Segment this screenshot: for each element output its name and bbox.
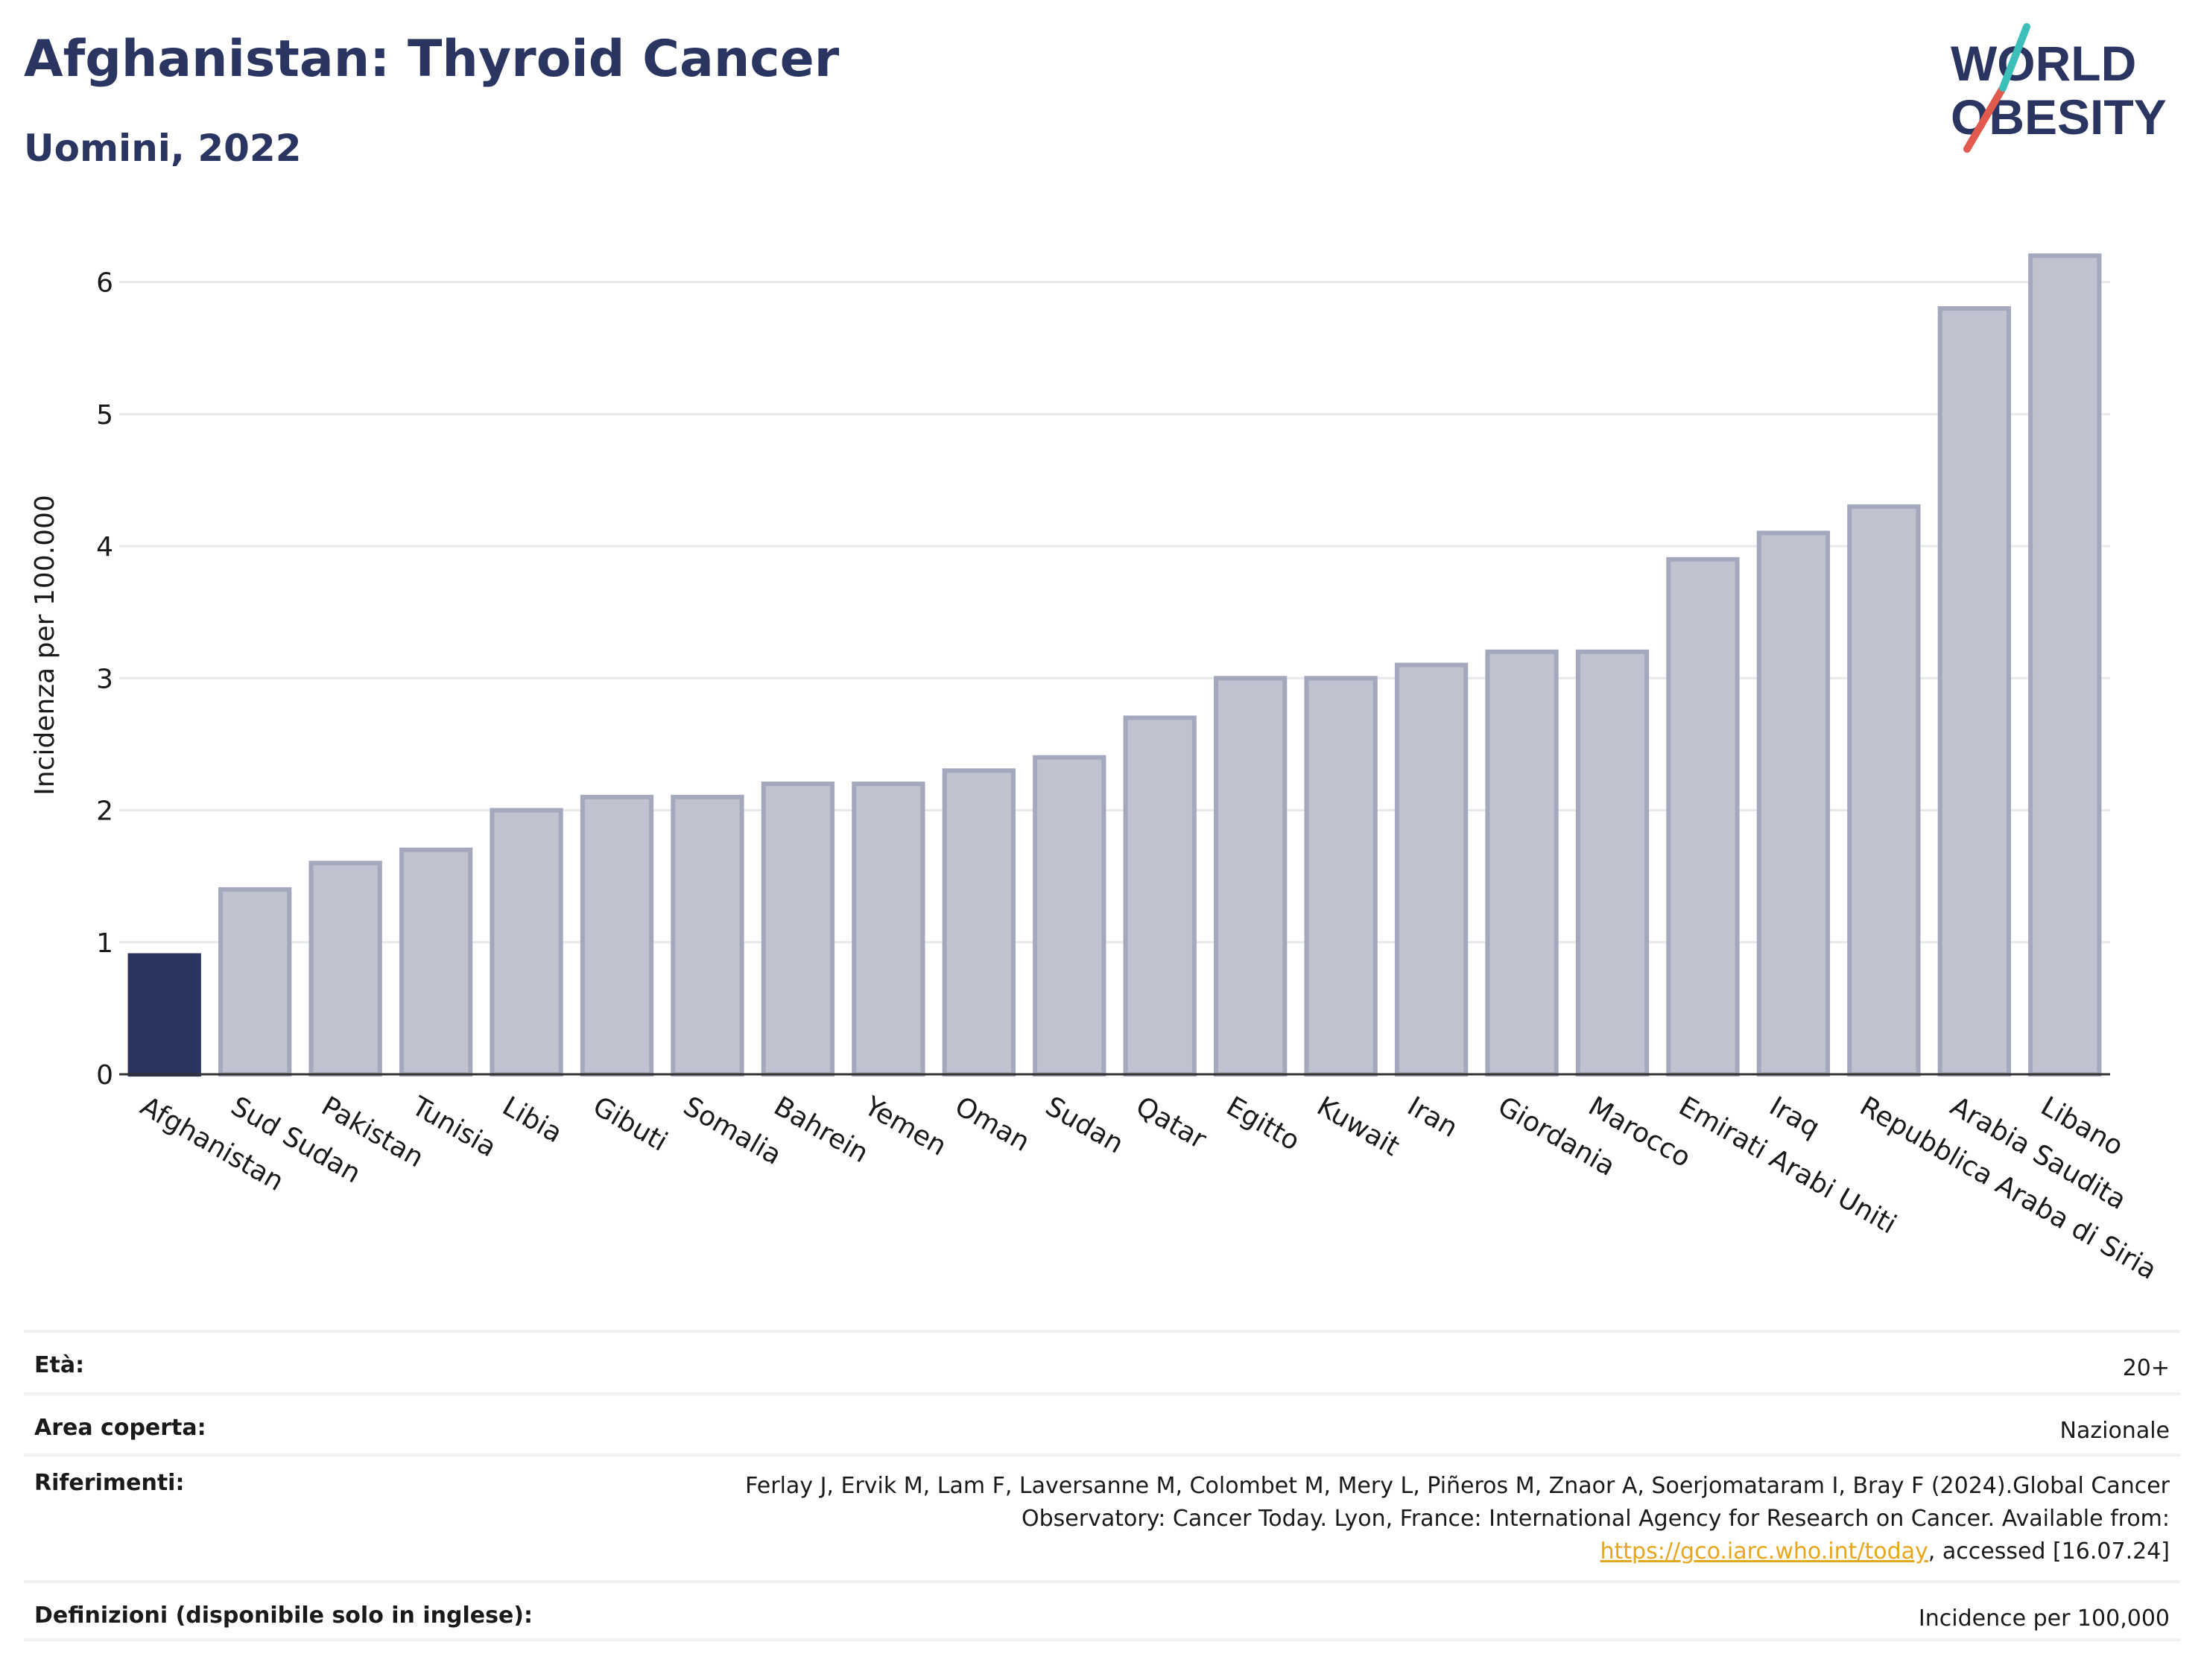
references-text-end: , accessed [16.07.24] (1928, 1538, 2170, 1565)
y-tick-label: 0 (96, 1060, 113, 1091)
bar-yemen (852, 782, 925, 1077)
x-tick-label: Yemen (858, 1091, 951, 1162)
y-tick-label: 4 (96, 532, 113, 562)
bar-bahrein (761, 782, 835, 1077)
bar-repubblica-araba-di-siria (1847, 504, 1921, 1077)
x-tick-label: Libia (497, 1091, 567, 1149)
x-tick-label: Kuwait (1311, 1091, 1405, 1162)
bar-qatar (1123, 715, 1197, 1077)
logo-line1: WORLD (1951, 36, 2136, 91)
age-label: Età: (34, 1352, 85, 1378)
y-tick-labels: 0 1 2 3 4 5 6 (96, 268, 113, 1091)
y-tick-label: 6 (96, 268, 113, 299)
bar-egitto (1214, 676, 1288, 1077)
logo-slash-red (1963, 84, 2007, 153)
x-tick-label: Iran (1402, 1091, 1463, 1144)
bar-arabia-saudita (1937, 306, 2011, 1077)
area-value: Nazionale (2059, 1418, 2170, 1444)
y-tick-label: 1 (96, 928, 113, 959)
bar-gibuti (580, 794, 654, 1077)
bar-giordania (1485, 649, 1559, 1077)
x-tick-label: Qatar (1130, 1091, 1211, 1155)
y-axis-label: Incidenza per 100.000 (30, 495, 60, 796)
metadata-table: Età: 20+ Area coperta: Nazionale Riferim… (24, 1330, 2180, 1641)
meta-row-age: Età: 20+ (24, 1330, 2180, 1392)
bar-sudan (1033, 755, 1106, 1077)
logo-slash-teal (1999, 23, 2030, 92)
x-tick-label: Gibuti (588, 1091, 673, 1157)
x-tick-label: Bahrein (769, 1091, 873, 1169)
bar-tunisia (399, 847, 473, 1077)
bar-pakistan (308, 860, 382, 1077)
references-text: Ferlay J, Ervik M, Lam F, Laversanne M, … (745, 1473, 2170, 1532)
meta-row-definitions: Definizioni (disponibile solo in inglese… (24, 1580, 2180, 1641)
bar-sud-sudan (218, 887, 292, 1077)
meta-row-area: Area coperta: Nazionale (24, 1392, 2180, 1454)
y-tick-label: 2 (96, 796, 113, 827)
bar-libia (490, 808, 563, 1077)
references-label: Riferimenti: (34, 1470, 185, 1496)
bar-afghanistan (127, 953, 201, 1077)
bar-somalia (671, 794, 744, 1077)
x-tick-label: Egitto (1221, 1091, 1305, 1156)
definitions-label: Definizioni (disponibile solo in inglese… (34, 1603, 533, 1629)
bar-kuwait (1304, 676, 1378, 1077)
age-value: 20+ (2122, 1355, 2170, 1381)
x-tick-label: Sudan (1040, 1091, 1129, 1159)
definitions-value: Incidence per 100,000 (1918, 1605, 2170, 1632)
bar-emirati-arabi-uniti (1666, 557, 1740, 1077)
bar-libano (2028, 253, 2102, 1077)
area-label: Area coperta: (34, 1415, 206, 1441)
meta-row-references: Riferimenti: Ferlay J, Ervik M, Lam F, L… (24, 1454, 2180, 1580)
bar-iraq (1756, 530, 1831, 1077)
y-tick-label: 5 (96, 400, 113, 431)
bars (127, 253, 2102, 1077)
y-tick-label: 3 (96, 664, 113, 694)
bar-iran (1394, 662, 1469, 1077)
x-tick-label: Oman (950, 1091, 1035, 1158)
x-tick-label: Somalia (678, 1091, 786, 1171)
chart-title: Afghanistan: Thyroid Cancer (24, 30, 840, 89)
x-tick-label: Iraq (1764, 1091, 1825, 1144)
chart-subtitle: Uomini, 2022 (24, 127, 302, 170)
bar-marocco (1575, 649, 1650, 1077)
world-obesity-logo: WORLD OBESITY (1951, 23, 2167, 153)
references-link[interactable]: https://gco.iarc.who.int/today (1600, 1538, 1928, 1565)
references-value: Ferlay J, Ervik M, Lam F, Laversanne M, … (680, 1470, 2170, 1568)
bar-oman (942, 768, 1016, 1077)
